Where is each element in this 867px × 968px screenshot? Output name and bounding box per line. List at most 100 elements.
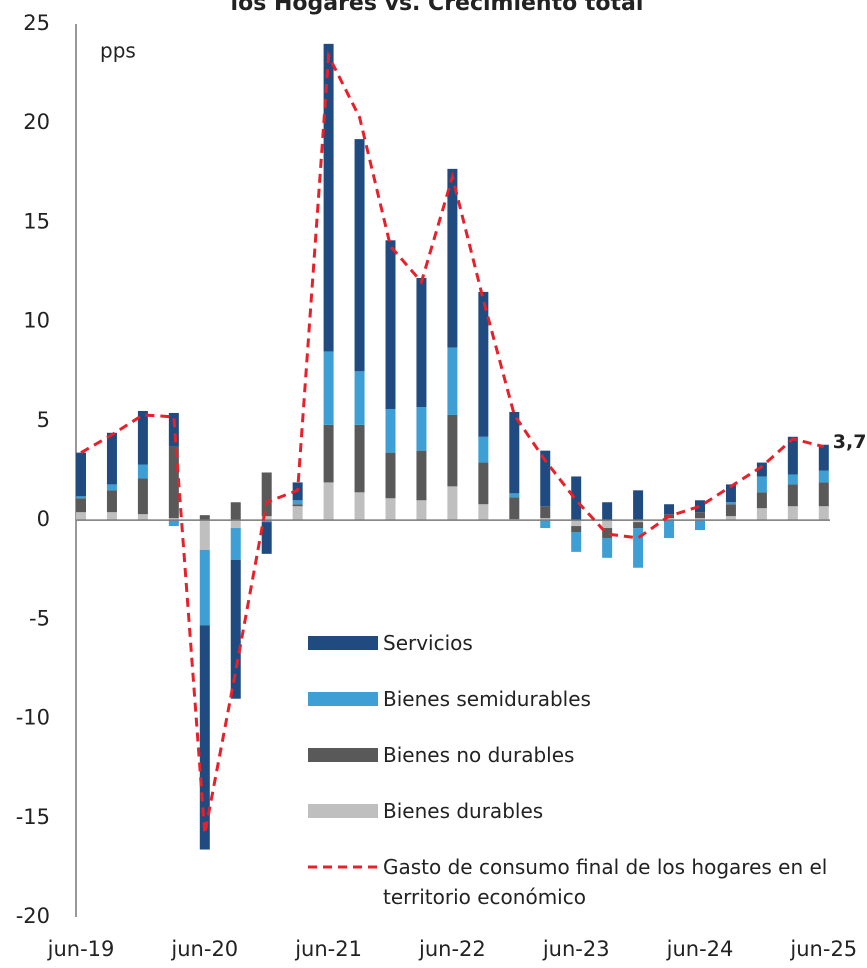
unit-label: pps [100,39,136,63]
bar-segment [199,520,210,550]
bar-segment [756,492,767,509]
bar-segment [76,512,86,521]
bar-segment [756,476,767,493]
bar-segment [106,432,117,485]
legend-label: Gasto de consumo final de los hogares en… [383,855,828,909]
bar-segment [664,520,675,538]
bar-segment [725,516,736,521]
bar-segment [76,496,86,499]
x-tick-label: jun-24 [666,937,734,961]
bar-segment [106,512,117,521]
bar-segment [571,532,582,552]
x-tick-label: jun-25 [789,937,857,961]
y-tick-label: 25 [23,11,50,35]
bar-segment [323,482,334,521]
bar-segment [478,436,489,463]
legend-label: Servicios [383,631,473,655]
bar-segment [787,436,798,475]
bar-segment [199,515,210,521]
bar-segment [416,406,427,451]
legend-swatch [308,748,378,762]
bar-segment [323,351,334,425]
bar-segment [540,450,551,507]
bar-segment [818,506,829,521]
bar-segment [756,508,767,521]
bar-segment [602,528,613,538]
bar-segment [416,450,427,501]
x-tick-label: jun-21 [294,937,362,961]
bar-segment [199,625,210,850]
legend-label: Bienes semidurables [383,687,591,711]
x-tick-label: jun-22 [418,937,486,961]
bar-segment [137,514,148,521]
bar-segment [416,278,427,407]
bar-segment [230,502,241,521]
bar-segment [292,500,303,505]
bar-segment [261,520,272,523]
y-tick-label: -10 [16,706,50,730]
legend-swatch [308,804,378,818]
legend-label: Bienes durables [383,799,544,823]
bar-segment [106,484,117,491]
y-tick-label: -20 [16,904,50,928]
bar-segment [261,522,272,554]
bar-segment [323,43,334,352]
bar-segment [385,240,396,409]
bar-segment [354,371,365,425]
bar-segment [292,504,303,507]
y-tick-label: 20 [23,110,50,134]
bar-segment [818,444,829,471]
y-tick-label: 10 [23,309,50,333]
bar-segment [664,518,675,521]
x-tick-label: jun-20 [170,937,238,961]
bar-segment [137,478,148,515]
bar-segment [509,497,520,520]
bar-segment [76,452,86,497]
bar-segment [818,482,829,507]
bar-segment [540,518,551,521]
bar-segment [478,462,489,505]
bar-segment [478,291,489,437]
bar-segment [571,526,582,533]
bar-segment [787,506,798,521]
bar-segment [540,520,551,529]
bar-segment [447,486,458,521]
line-series [80,50,825,834]
bar-segment [447,168,458,348]
bar-segment [540,506,551,519]
data-label: 3,7 [833,431,867,453]
bar-segment [509,411,520,494]
bar-segment [571,520,582,527]
bar-segment [261,516,272,521]
bar-segment [168,446,179,519]
bar-segment [230,520,241,529]
bar-segment [695,512,705,519]
bar-segment [416,500,427,521]
legend-swatch [308,692,378,706]
chart-title: los Hogares vs. Crecimiento total [231,0,644,16]
legend-swatch [308,636,378,650]
bar-segment [695,500,705,513]
bar-segment [230,528,241,560]
bar-segment [725,484,736,503]
y-tick-label: 15 [23,209,50,233]
bar-segment [385,452,396,499]
bar-segment [633,522,644,529]
bar-segment [168,518,179,521]
bar-segment [602,502,613,521]
bar-segment [633,520,644,523]
bar-segment [478,504,489,521]
bar-segment [323,424,334,483]
bar-segment [664,504,675,515]
bar-segment [168,412,179,447]
bar-segment [602,520,613,529]
bar-segment [633,528,644,568]
bar-segment [633,490,644,521]
bar-segment [725,502,736,505]
bar-segment [756,462,767,477]
bar-segment [447,347,458,415]
bar-segment [385,498,396,521]
x-tick-label: jun-19 [47,937,115,961]
bar-segment [447,414,458,487]
bar-segment [385,408,396,453]
